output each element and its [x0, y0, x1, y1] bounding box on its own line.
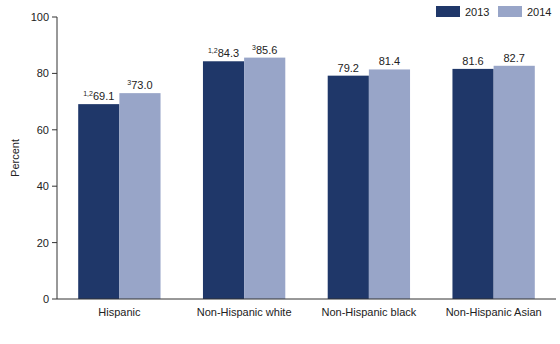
- legend-swatch: [436, 6, 460, 17]
- data-label-group: 79.2: [338, 62, 359, 74]
- data-label-group: 373.0: [127, 79, 152, 91]
- y-tick: [52, 129, 57, 130]
- chart: 020406080100Percent1,269.1373.01,284.338…: [0, 0, 560, 344]
- bar: [452, 69, 493, 299]
- data-label-group: 81.6: [462, 55, 483, 67]
- y-tick-label: 20: [37, 237, 49, 249]
- legend-label: 2013: [465, 6, 489, 18]
- data-label: 82.7: [503, 52, 524, 64]
- bars: [78, 58, 535, 299]
- x-tick-label: Non-Hispanic white: [197, 306, 292, 318]
- data-label-group: 1,284.3: [208, 47, 239, 59]
- bar: [203, 61, 244, 299]
- y-tick: [52, 299, 57, 300]
- data-labels: 1,269.1373.01,284.3385.679.281.481.682.7: [83, 44, 525, 103]
- data-label: 79.2: [338, 62, 359, 74]
- y-tick: [52, 186, 57, 187]
- bar: [244, 58, 285, 299]
- data-label: 84.3: [218, 47, 239, 59]
- data-label: 81.6: [462, 55, 483, 67]
- legend: 2013 2014: [436, 6, 551, 18]
- bar: [369, 69, 410, 299]
- bar: [78, 104, 119, 299]
- bar: [119, 93, 160, 299]
- data-label-group: 81.4: [379, 55, 400, 67]
- y-tick: [52, 242, 57, 243]
- y-tick-label: 80: [37, 67, 49, 79]
- y-tick: [52, 17, 57, 18]
- y-axis: [57, 17, 58, 299]
- chart-svg: 020406080100Percent1,269.1373.01,284.338…: [0, 0, 560, 344]
- data-label: 81.4: [379, 55, 400, 67]
- x-tick-label: Non-Hispanic Asian: [446, 306, 542, 318]
- footnote: 1,2: [208, 47, 218, 54]
- y-axis-label: Percent: [9, 139, 21, 177]
- data-label-group: 385.6: [252, 44, 277, 56]
- legend-swatch: [498, 6, 522, 17]
- y-tick-label: 40: [37, 180, 49, 192]
- x-tick-label: Hispanic: [98, 306, 141, 318]
- footnote: 1,2: [83, 90, 93, 97]
- data-label: 69.1: [93, 90, 114, 102]
- x-axis: [57, 299, 556, 300]
- y-tick-label: 0: [43, 293, 49, 305]
- y-tick-label: 100: [31, 11, 49, 23]
- y-tick-label: 60: [37, 124, 49, 136]
- data-label-group: 82.7: [503, 52, 524, 64]
- bar: [328, 76, 369, 299]
- data-label-group: 1,269.1: [83, 90, 114, 102]
- data-label: 85.6: [256, 44, 277, 56]
- y-tick: [52, 73, 57, 74]
- bar: [494, 66, 535, 299]
- legend-label: 2014: [527, 6, 551, 18]
- x-tick-label: Non-Hispanic black: [321, 306, 416, 318]
- data-label: 73.0: [131, 79, 152, 91]
